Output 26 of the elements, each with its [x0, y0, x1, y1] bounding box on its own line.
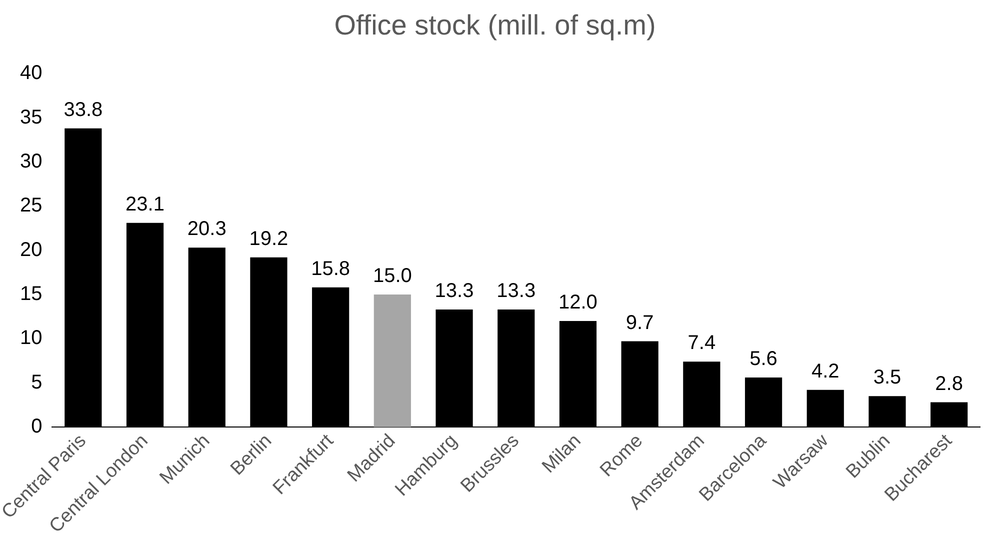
y-tick-label: 0: [31, 416, 42, 438]
y-tick-label: 30: [20, 150, 42, 172]
data-label: 9.7: [626, 312, 654, 334]
data-label: 33.8: [64, 98, 103, 121]
data-label: 13.3: [496, 280, 536, 302]
data-label: 15.8: [311, 258, 350, 280]
data-label: 7.4: [688, 332, 716, 354]
data-label: 3.5: [873, 366, 902, 389]
y-tick-label: 10: [20, 327, 42, 350]
data-label: 2.8: [935, 372, 963, 395]
chart-title: Office stock (mill. of sq.m): [334, 10, 656, 41]
data-label: 19.2: [249, 228, 288, 250]
data-label: 15.0: [372, 264, 412, 287]
data-label: 4.2: [811, 360, 840, 382]
data-label: 5.6: [750, 348, 778, 370]
y-tick-label: 20: [20, 238, 42, 261]
y-tick-label: 35: [20, 106, 42, 128]
y-tick-label: 5: [31, 371, 42, 394]
y-tick-label: 40: [20, 62, 42, 84]
y-tick-label: 25: [20, 194, 42, 217]
data-label: 23.1: [126, 193, 164, 216]
bar: [374, 294, 411, 428]
data-label: 12.0: [558, 292, 598, 314]
data-label: 20.3: [187, 218, 226, 240]
y-tick-label: 15: [20, 282, 42, 305]
data-label: 13.3: [434, 280, 474, 302]
